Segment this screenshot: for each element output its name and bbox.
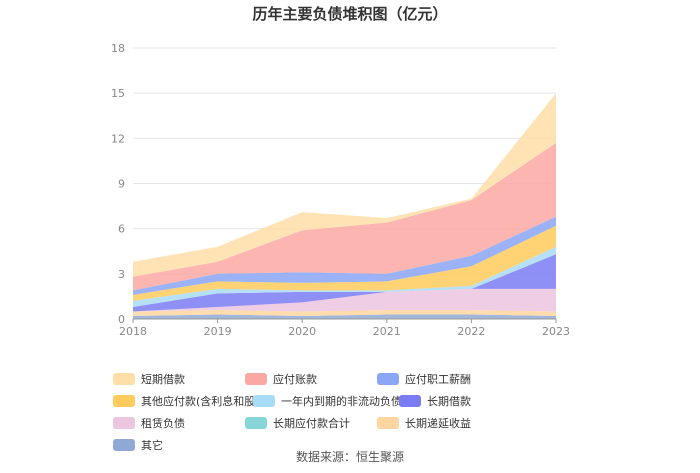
- y-tick-label: 15: [111, 87, 125, 100]
- legend-item[interactable]: 长期递延收益: [377, 414, 509, 432]
- data-source: 数据来源：恒生聚源: [295, 450, 404, 464]
- legend-item[interactable]: 应付账款: [245, 370, 377, 388]
- y-tick-label: 6: [118, 223, 125, 236]
- area-series: [133, 310, 556, 316]
- legend-item[interactable]: 长期应付款合计: [245, 414, 377, 432]
- area-series: [133, 246, 556, 307]
- y-tick-label: 18: [111, 42, 125, 55]
- x-tick-label: 2020: [288, 325, 316, 338]
- legend-swatch: [113, 439, 135, 451]
- legend-swatch: [377, 417, 399, 429]
- legend-swatch: [113, 417, 135, 429]
- legend-item[interactable]: 租赁负债: [113, 414, 245, 432]
- legend-item[interactable]: 一年内到期的非流动负债: [253, 392, 402, 410]
- legend-label: 其他应付款(含利息和股利): [141, 395, 271, 408]
- area-series: [133, 93, 556, 277]
- chart-legend: 短期借款 应付账款 应付职工薪酬 其他应付款(含利息和股利) 一年内到期的非流动负债 长期…: [113, 370, 633, 454]
- y-tick-label: 0: [118, 313, 125, 326]
- legend-label: 应付账款: [273, 373, 317, 386]
- legend-label: 一年内到期的非流动负债: [281, 395, 402, 408]
- legend-label: 其它: [141, 439, 163, 452]
- area-series: [133, 314, 556, 319]
- legend-item[interactable]: 其它: [113, 436, 245, 454]
- legend-swatch: [113, 373, 135, 385]
- legend-label: 长期应付款合计: [273, 417, 350, 430]
- legend-swatch: [245, 373, 267, 385]
- x-tick-label: 2019: [204, 325, 232, 338]
- stacked-area-chart: 0 3 6 9 12 15 18 2018 2019 2020 2021 2022 2023: [111, 42, 570, 338]
- chart-title: 历年主要负债堆积图（亿元）: [252, 5, 448, 23]
- legend-item[interactable]: 长期借款: [399, 392, 531, 410]
- y-tick-label: 3: [118, 268, 125, 281]
- x-tick-label: 2023: [542, 325, 570, 338]
- area-series: [133, 216, 556, 295]
- y-tick-label: 12: [111, 132, 125, 145]
- legend-label: 应付职工薪酬: [405, 373, 471, 386]
- x-tick-label: 2022: [457, 325, 485, 338]
- legend-item[interactable]: 应付职工薪酬: [377, 370, 509, 388]
- area-series: [133, 142, 556, 291]
- area-series: [133, 288, 556, 312]
- y-tick-label: 9: [118, 178, 125, 191]
- x-tick-label: 2018: [119, 325, 147, 338]
- legend-label: 长期递延收益: [405, 417, 471, 430]
- area-series: [133, 254, 556, 312]
- legend-swatch: [399, 395, 421, 407]
- legend-swatch: [377, 373, 399, 385]
- legend-item[interactable]: 其他应付款(含利息和股利): [113, 392, 271, 410]
- legend-label: 短期借款: [141, 373, 185, 386]
- legend-label: 租赁负债: [141, 417, 185, 430]
- legend-swatch: [245, 417, 267, 429]
- area-series: [133, 225, 556, 301]
- legend-label: 长期借款: [427, 395, 471, 408]
- legend-swatch: [253, 395, 275, 407]
- x-tick-label: 2021: [373, 325, 401, 338]
- legend-item[interactable]: 短期借款: [113, 370, 245, 388]
- legend-swatch: [113, 395, 135, 407]
